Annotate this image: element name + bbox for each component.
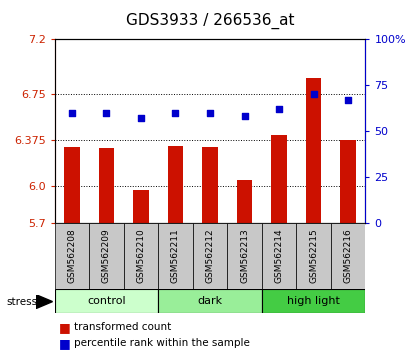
Text: GSM562210: GSM562210 bbox=[136, 228, 145, 283]
Text: GSM562214: GSM562214 bbox=[275, 228, 284, 283]
Point bbox=[68, 110, 75, 115]
Bar bbox=[297, 223, 331, 289]
Text: GSM562212: GSM562212 bbox=[205, 228, 215, 283]
Point bbox=[103, 110, 110, 115]
Text: GDS3933 / 266536_at: GDS3933 / 266536_at bbox=[126, 12, 294, 29]
Bar bbox=[340, 139, 356, 223]
Text: GSM562213: GSM562213 bbox=[240, 228, 249, 283]
Point bbox=[138, 115, 144, 121]
Point bbox=[241, 113, 248, 119]
Bar bbox=[262, 223, 297, 289]
Point bbox=[345, 97, 352, 103]
Text: stress: stress bbox=[6, 297, 37, 307]
Bar bbox=[237, 180, 252, 223]
Text: ■: ■ bbox=[59, 321, 71, 334]
Text: GSM562208: GSM562208 bbox=[67, 228, 76, 283]
Polygon shape bbox=[36, 295, 52, 309]
Text: transformed count: transformed count bbox=[74, 322, 171, 332]
Bar bbox=[55, 289, 158, 313]
Bar bbox=[123, 223, 158, 289]
Bar bbox=[262, 289, 365, 313]
Bar bbox=[89, 223, 123, 289]
Text: control: control bbox=[87, 296, 126, 306]
Bar bbox=[133, 190, 149, 223]
Bar bbox=[158, 223, 193, 289]
Bar bbox=[331, 223, 365, 289]
Bar bbox=[158, 289, 262, 313]
Point bbox=[172, 110, 179, 115]
Bar bbox=[55, 223, 89, 289]
Text: GSM562209: GSM562209 bbox=[102, 228, 111, 283]
Bar bbox=[227, 223, 262, 289]
Text: GSM562215: GSM562215 bbox=[309, 228, 318, 283]
Bar bbox=[202, 147, 218, 223]
Point bbox=[276, 106, 282, 112]
Text: ■: ■ bbox=[59, 337, 71, 350]
Bar bbox=[193, 223, 227, 289]
Text: dark: dark bbox=[197, 296, 223, 306]
Text: GSM562216: GSM562216 bbox=[344, 228, 353, 283]
Point bbox=[207, 110, 213, 115]
Bar bbox=[168, 146, 183, 223]
Bar bbox=[64, 147, 80, 223]
Text: percentile rank within the sample: percentile rank within the sample bbox=[74, 338, 249, 348]
Bar bbox=[306, 78, 321, 223]
Bar bbox=[271, 135, 287, 223]
Text: GSM562211: GSM562211 bbox=[171, 228, 180, 283]
Point bbox=[310, 91, 317, 97]
Text: high light: high light bbox=[287, 296, 340, 306]
Bar bbox=[99, 148, 114, 223]
